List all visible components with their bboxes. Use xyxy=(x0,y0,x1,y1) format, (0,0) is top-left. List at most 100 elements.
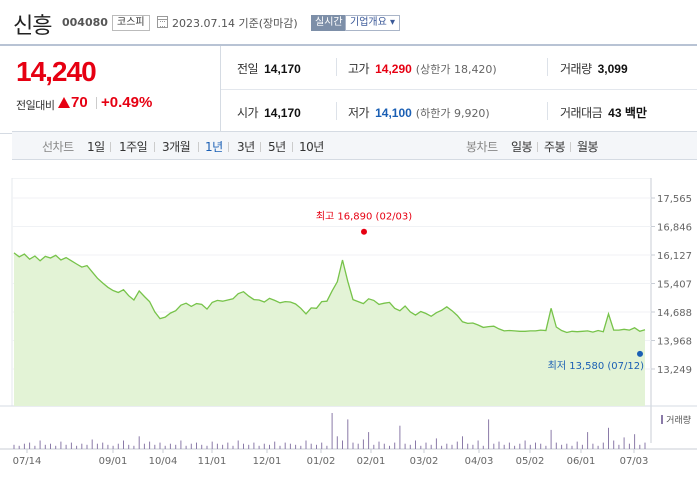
volume-bar xyxy=(237,440,239,449)
volume-bar xyxy=(190,443,192,449)
volume-bar xyxy=(138,436,140,449)
volume-bars xyxy=(13,413,646,449)
y-tick-label: 13,968 xyxy=(657,337,692,348)
volume-bar xyxy=(477,440,479,449)
volume-bar xyxy=(368,432,370,449)
volume-legend-swatch xyxy=(661,415,663,424)
stat-amount: 거래대금 43 백만 xyxy=(560,104,647,121)
stats-row-1: 전일 14,170 고가 14,290 (상한가 18,420) 거래량 3,099 xyxy=(221,46,697,90)
volume-bar xyxy=(295,444,297,449)
volume-bar xyxy=(211,441,213,449)
volume-bar xyxy=(555,442,557,449)
volume-bar xyxy=(289,443,291,449)
volume-bar xyxy=(117,443,119,449)
volume-bar xyxy=(274,441,276,449)
min-label: 최저 13,580 (07/12) xyxy=(548,360,644,372)
tab-monthly-candle[interactable]: 월봉 xyxy=(577,140,599,154)
volume-bar xyxy=(44,444,46,449)
divider xyxy=(228,142,229,152)
divider xyxy=(198,142,199,152)
volume-bar xyxy=(81,443,83,449)
tab-1year[interactable]: 1년 xyxy=(205,140,223,154)
volume-bar xyxy=(550,429,552,449)
volume-bar xyxy=(34,445,36,449)
volume-bar xyxy=(222,444,224,449)
volume-bar xyxy=(91,439,93,449)
line-chart-label[interactable]: 선차트 xyxy=(42,140,74,154)
volume-bar xyxy=(206,445,208,449)
tab-1day[interactable]: 1일 xyxy=(87,140,105,154)
volume-bar xyxy=(462,436,463,449)
volume-bar xyxy=(185,445,187,449)
volume-bar xyxy=(482,445,484,449)
tab-weekly-candle[interactable]: 주봉 xyxy=(544,140,566,154)
stat-label: 거래대금 xyxy=(560,106,603,120)
company-info-dropdown[interactable]: 기업개요 ▾ xyxy=(345,15,400,31)
volume-bar xyxy=(389,445,390,449)
volume-bar xyxy=(243,443,244,449)
stat-label: 시가 xyxy=(237,106,259,120)
volume-bar xyxy=(394,442,396,449)
volume-bar xyxy=(540,443,542,449)
y-tick-label: 16,846 xyxy=(657,223,692,234)
volume-bar xyxy=(644,442,646,449)
current-price-box: 14,240 전일대비 70 +0.49% xyxy=(0,46,221,134)
volume-bar xyxy=(149,441,151,449)
x-tick-label: 02/01 xyxy=(357,456,386,467)
stat-value: 3,099 xyxy=(597,62,628,76)
y-tick-label: 17,565 xyxy=(657,194,692,205)
volume-bar xyxy=(154,444,156,449)
base-date: 2023.07.14 기준(장마감) xyxy=(172,17,298,30)
volume-bar xyxy=(456,441,458,449)
candle-chart-label[interactable]: 봉차트 xyxy=(466,140,498,154)
volume-bar xyxy=(227,442,229,449)
price-diff-percent: +0.49% xyxy=(101,94,153,111)
volume-bar xyxy=(55,445,57,449)
stat-label: 저가 xyxy=(348,106,370,120)
stat-volume: 거래량 3,099 xyxy=(560,60,628,77)
volume-bar xyxy=(326,445,328,449)
x-tick-label: 10/04 xyxy=(149,456,178,467)
volume-bar xyxy=(357,443,359,449)
price-diff: 70 xyxy=(71,94,88,111)
tab-10year[interactable]: 10년 xyxy=(299,140,324,154)
volume-bar xyxy=(76,445,78,449)
volume-bar xyxy=(404,443,406,449)
x-tick-label: 06/01 xyxy=(567,456,596,467)
volume-bar xyxy=(373,444,375,449)
volume-bar xyxy=(561,444,563,449)
divider xyxy=(260,142,261,152)
divider xyxy=(336,102,337,120)
realtime-button[interactable]: 실시간 xyxy=(311,15,347,31)
volume-bar xyxy=(284,442,286,449)
price-line xyxy=(13,252,646,334)
price-extremes: 최고 16,890 (02/03) 최저 13,580 (07/12) xyxy=(316,211,644,372)
volume-bar xyxy=(196,442,197,449)
volume-bar xyxy=(50,443,51,449)
volume-bar xyxy=(430,444,432,449)
calendar-icon xyxy=(157,16,168,28)
divider xyxy=(547,58,548,76)
tab-3month[interactable]: 3개월 xyxy=(162,140,191,154)
tab-5year[interactable]: 5년 xyxy=(268,140,286,154)
volume-bar xyxy=(310,443,312,449)
volume-bar xyxy=(39,440,41,449)
x-tick-label: 03/02 xyxy=(410,456,439,467)
min-point xyxy=(637,350,643,357)
volume-bar xyxy=(566,443,568,449)
tab-1week[interactable]: 1주일 xyxy=(119,140,148,154)
max-point xyxy=(361,228,367,235)
volume-bar xyxy=(514,445,516,449)
y-tick-label: 13,249 xyxy=(657,365,692,376)
volume-bar xyxy=(216,443,218,449)
volume-bar xyxy=(576,441,578,449)
volume-bar xyxy=(545,445,547,449)
volume-bar xyxy=(488,419,490,449)
volume-bar xyxy=(232,445,234,449)
tab-daily-candle[interactable]: 일봉 xyxy=(511,140,533,154)
x-tick-label: 07/14 xyxy=(13,456,42,467)
stat-high: 고가 14,290 (상한가 18,420) xyxy=(348,60,497,77)
tab-3year[interactable]: 3년 xyxy=(237,140,255,154)
stat-label: 거래량 xyxy=(560,62,592,76)
volume-bar xyxy=(503,444,505,449)
